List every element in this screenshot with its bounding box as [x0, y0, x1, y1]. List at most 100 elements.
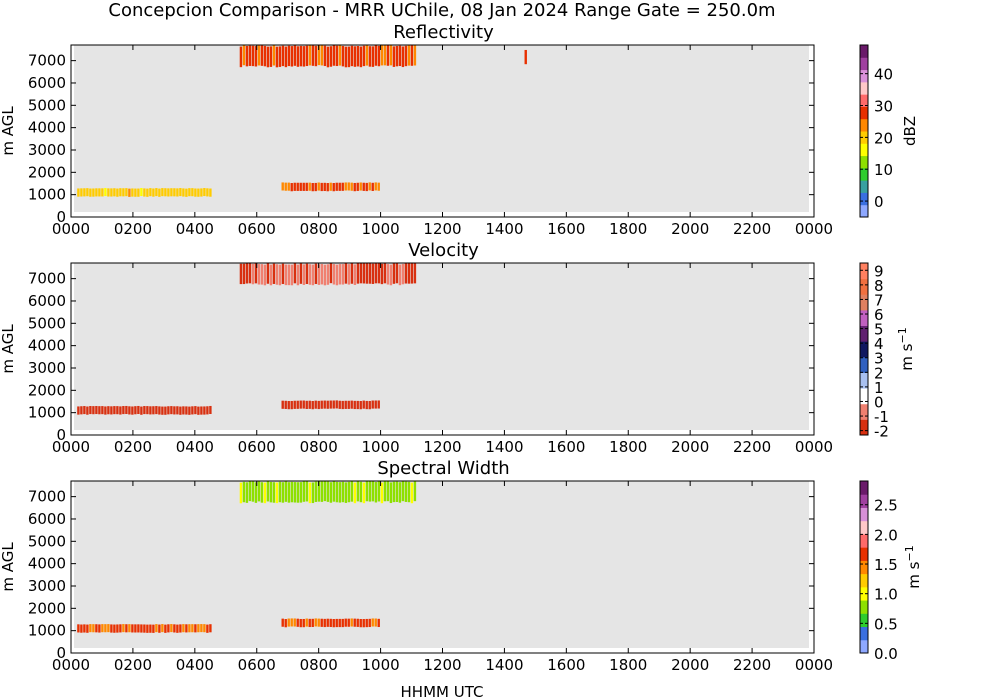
echo-column — [359, 618, 362, 628]
echo-column — [296, 618, 299, 627]
colorbar-segment — [860, 325, 868, 342]
echo-column — [389, 45, 393, 66]
echo-column — [377, 182, 380, 191]
echo-column — [371, 182, 374, 191]
echo-column — [329, 618, 332, 627]
echo-column — [317, 481, 321, 502]
echo-column — [143, 624, 146, 633]
colorbar: 0.0 0.5 1.0 1.5 2.0 2.5 m s−1 — [859, 480, 923, 663]
echo-column — [110, 406, 113, 415]
echo-column — [278, 264, 282, 286]
echo-column — [341, 618, 344, 628]
echo-column — [359, 182, 362, 191]
echo-column — [287, 45, 291, 67]
echo-column — [200, 624, 203, 633]
echo-column — [359, 263, 363, 284]
echo-column — [158, 188, 161, 197]
colorbar-segment — [860, 586, 868, 601]
echo-column — [248, 45, 252, 66]
colorbar-segment — [860, 155, 868, 169]
colorbar: 0 10 20 30 40 dBZ — [859, 44, 919, 218]
echo-column — [353, 400, 356, 410]
echo-column — [77, 188, 80, 197]
echo-column — [272, 482, 276, 503]
data-coverage — [74, 263, 809, 430]
echo-column — [299, 263, 303, 284]
echo-column — [329, 400, 332, 409]
colorbar-tick-label: 2.5 — [874, 497, 898, 515]
x-tick-label: 1400 — [485, 220, 523, 238]
echo-column — [413, 45, 417, 66]
echo-column — [347, 618, 350, 627]
panel-title: Velocity — [408, 240, 479, 261]
echo-column — [149, 406, 152, 415]
echo-column — [395, 263, 399, 284]
echo-column — [287, 400, 290, 410]
echo-column — [125, 624, 128, 633]
echo-column — [302, 46, 306, 67]
panels: 0000 0200 0400 0600 0800 1000 1200 1400 1600 1800… — [0, 22, 923, 674]
x-tick-label: 0800 — [300, 656, 338, 674]
echo-column — [317, 400, 320, 410]
echo-column — [377, 400, 380, 409]
echo-column — [329, 182, 332, 191]
echo-column — [524, 49, 527, 65]
echo-column — [314, 45, 318, 67]
echo-column — [299, 482, 303, 503]
echo-column — [368, 481, 372, 502]
echo-column — [128, 188, 131, 197]
echo-column — [260, 45, 264, 66]
echo-column — [251, 263, 255, 285]
echo-column — [299, 618, 302, 628]
echo-column — [128, 624, 131, 633]
echo-column — [335, 400, 338, 409]
echo-column — [356, 400, 359, 410]
echo-column — [182, 406, 185, 415]
echo-column — [140, 187, 143, 197]
echo-column — [389, 264, 393, 286]
echo-column — [284, 46, 288, 68]
echo-column — [245, 263, 249, 284]
colorbar-label-text: m s — [905, 561, 923, 588]
echo-4 — [524, 49, 527, 65]
x-tick-label: 2200 — [733, 220, 771, 238]
colorbar-segment — [860, 403, 868, 420]
echo-column — [269, 264, 273, 286]
colorbar-frame — [859, 262, 869, 436]
echo-column — [350, 45, 354, 67]
echo-column — [308, 264, 312, 285]
data-coverage — [74, 481, 809, 648]
echo-column — [266, 46, 270, 68]
echo-column — [326, 183, 329, 192]
colorbar-segment — [860, 481, 868, 495]
echo-column — [305, 182, 308, 191]
echo-column — [281, 45, 285, 67]
colorbar-tick-label: 5 — [874, 321, 884, 339]
echo-column — [368, 263, 372, 284]
echo-2 — [77, 624, 212, 633]
colorbar-tick-label: 10 — [874, 161, 893, 179]
echo-column — [179, 624, 182, 633]
echo-column — [389, 482, 393, 504]
echo-column — [305, 481, 309, 502]
echo-column — [293, 263, 297, 284]
echo-column — [188, 406, 191, 415]
echo-column — [257, 264, 261, 285]
echo-column — [296, 400, 299, 409]
echo-column — [311, 618, 314, 627]
colorbar-segment — [860, 263, 868, 280]
echo-column — [371, 400, 374, 409]
echo-column — [125, 405, 128, 415]
echo-column — [323, 618, 326, 628]
echo-column — [131, 188, 134, 197]
echo-column — [272, 45, 276, 66]
echo-column — [257, 45, 261, 66]
echo-column — [353, 618, 356, 627]
echo-column — [104, 406, 107, 415]
y-tick-label: 6000 — [28, 74, 66, 92]
x-tick-label: 0600 — [238, 220, 276, 238]
echo-column — [356, 182, 359, 191]
x-tick-label: 0000 — [795, 656, 833, 674]
echo-column — [95, 188, 98, 197]
echo-column — [353, 182, 356, 192]
